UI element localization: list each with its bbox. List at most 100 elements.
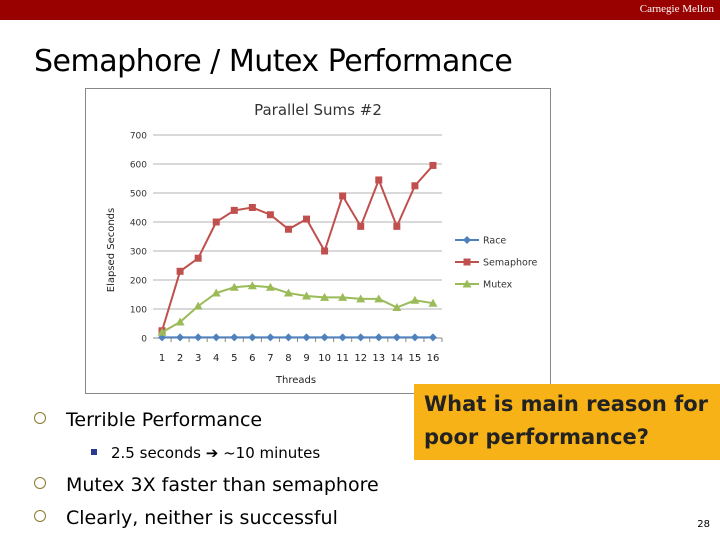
- y-axis-label: Elapsed Seconds: [106, 208, 117, 292]
- x-tick-label: 13: [372, 353, 385, 364]
- x-tick-label: 16: [427, 353, 440, 364]
- data-point-mutex: [320, 292, 330, 301]
- x-tick-label: 8: [285, 353, 291, 364]
- x-tick-label: 2: [177, 353, 183, 364]
- legend-label-race: Race: [483, 236, 506, 247]
- data-point-race: [356, 333, 365, 342]
- bullet-text: Terrible Performance: [66, 409, 263, 431]
- y-tick-label: 500: [130, 190, 147, 200]
- top-bar: Carnegie Mellon: [0, 0, 720, 20]
- data-point-race: [338, 333, 347, 342]
- sub-bullet-suffix: ~10 minutes: [223, 444, 321, 462]
- legend-label-semaphore: Semaphore: [483, 258, 538, 269]
- data-point-semaphore: [248, 204, 256, 211]
- callout-line-2: poor performance?: [424, 425, 649, 449]
- data-point-semaphore: [357, 222, 365, 230]
- data-point-mutex: [338, 292, 348, 301]
- data-point-mutex: [193, 301, 203, 310]
- bullet-item: Mutex 3X faster than semaphore: [34, 474, 379, 496]
- data-point-race: [194, 333, 203, 342]
- bullet-marker-icon: [34, 510, 46, 522]
- x-tick-label: 15: [409, 353, 422, 364]
- data-point-mutex: [374, 294, 384, 303]
- x-axis-label: Threads: [275, 375, 316, 386]
- data-point-mutex: [392, 303, 402, 312]
- y-tick-label: 100: [130, 306, 147, 316]
- data-point-mutex: [302, 291, 312, 300]
- legend: Race Semaphore Mutex: [455, 236, 538, 291]
- data-point-race: [428, 333, 437, 342]
- data-point-mutex: [175, 317, 185, 326]
- legend-marker-mutex: [462, 279, 472, 288]
- bullet-text: Mutex 3X faster than semaphore: [66, 474, 379, 496]
- square-bullet-icon: [91, 448, 97, 455]
- bullet-item: Clearly, neither is successful: [34, 507, 338, 529]
- chart-container: Parallel Sums #2 Elapsed Seconds Threads…: [85, 88, 551, 394]
- x-tick-label: 10: [318, 353, 331, 364]
- sub-bullet-item: 2.5 seconds ➔ ~10 minutes: [91, 444, 320, 462]
- data-point-race: [212, 333, 221, 342]
- x-tick-label: 5: [231, 353, 237, 364]
- chart-title: Parallel Sums #2: [254, 101, 382, 119]
- data-point-mutex: [229, 282, 239, 291]
- data-point-race: [248, 333, 257, 342]
- series-race: [158, 333, 437, 342]
- series-line-mutex: [161, 284, 434, 334]
- legend-item-race: Race: [455, 236, 506, 247]
- bullet-item: Terrible Performance: [34, 409, 263, 431]
- data-point-mutex: [157, 327, 167, 336]
- data-point-semaphore: [284, 225, 292, 233]
- data-point-race: [374, 333, 383, 342]
- data-point-race: [410, 333, 419, 342]
- x-tick-label: 1: [159, 353, 165, 364]
- slide-title: Semaphore / Mutex Performance: [34, 44, 513, 79]
- y-tick-label: 700: [130, 132, 147, 142]
- legend-item-mutex: Mutex: [455, 279, 513, 291]
- data-point-mutex: [428, 298, 438, 307]
- right-arrow-icon: ➔: [205, 444, 219, 462]
- callout-line-1: What is main reason for: [424, 392, 709, 416]
- bullet-marker-icon: [34, 412, 46, 424]
- x-tick-label: 9: [303, 353, 309, 364]
- line-chart: Parallel Sums #2 Elapsed Seconds Threads…: [85, 88, 551, 394]
- data-point-semaphore: [212, 218, 220, 226]
- series-layer: [157, 161, 438, 342]
- callout-box: What is main reason for poor performance…: [414, 384, 720, 460]
- data-point-race: [230, 333, 239, 342]
- data-point-semaphore: [266, 211, 274, 219]
- sub-bullet-prefix: 2.5 seconds: [111, 444, 201, 462]
- page-number: 28: [697, 519, 710, 530]
- y-tick-label: 200: [130, 277, 147, 287]
- data-point-semaphore: [429, 161, 437, 169]
- data-point-mutex: [356, 294, 366, 303]
- series-line-semaphore: [161, 164, 434, 332]
- y-tick-label: 300: [130, 248, 147, 258]
- data-point-semaphore: [176, 267, 184, 275]
- bullet-marker-icon: [34, 477, 46, 489]
- data-point-race: [302, 333, 311, 342]
- data-point-semaphore: [303, 215, 311, 223]
- data-point-race: [320, 333, 329, 342]
- data-point-race: [158, 333, 167, 342]
- data-point-semaphore: [393, 222, 401, 230]
- legend-marker-semaphore: [463, 258, 471, 266]
- data-point-race: [176, 333, 185, 342]
- data-point-semaphore: [194, 254, 202, 262]
- legend-label-mutex: Mutex: [483, 280, 513, 291]
- brand-label: Carnegie Mellon: [639, 3, 714, 15]
- data-point-semaphore: [321, 247, 329, 255]
- y-tick-label: 600: [130, 161, 147, 171]
- data-point-race: [266, 333, 275, 342]
- data-point-semaphore: [375, 176, 383, 184]
- x-tick-label: 4: [213, 353, 219, 364]
- data-point-mutex: [247, 281, 257, 290]
- series-semaphore: [158, 161, 437, 335]
- y-tick-label: 0: [141, 335, 147, 345]
- bullet-text: Clearly, neither is successful: [66, 507, 338, 529]
- legend-marker-race: [463, 236, 471, 244]
- data-point-race: [392, 333, 401, 342]
- data-point-mutex: [211, 288, 221, 297]
- data-point-semaphore: [411, 182, 419, 190]
- legend-item-semaphore: Semaphore: [455, 258, 538, 269]
